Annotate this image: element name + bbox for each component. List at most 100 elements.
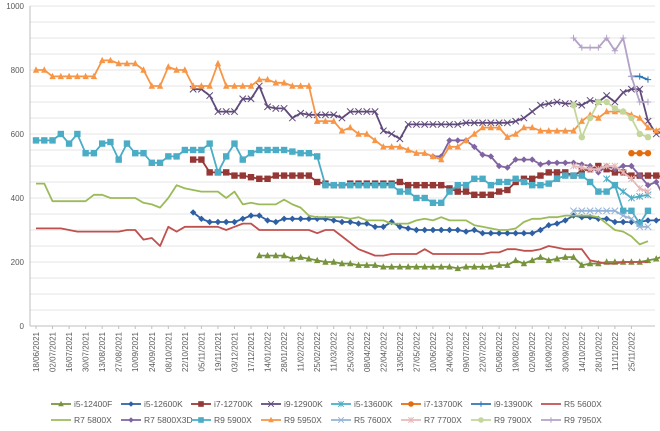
- data-point-r9-7900x: [586, 114, 594, 122]
- data-point-r9-5900x: [140, 150, 147, 157]
- data-point-i5-12400f: [595, 259, 602, 267]
- x-tick-label: 19/11/2021: [214, 331, 223, 371]
- x-tick-label: 14/01/2022: [264, 331, 273, 372]
- data-point-i5-12400f: [446, 263, 453, 270]
- data-point-r9-5900x: [603, 188, 610, 195]
- data-point-i7-12700k: [198, 156, 205, 163]
- data-point-i7-12700k: [413, 182, 420, 189]
- data-point-r9-5900x: [619, 207, 627, 214]
- data-point-i9-12900k: [280, 104, 288, 112]
- x-tick-label: 05/08/2022: [495, 331, 504, 372]
- data-point-i5-12600k: [578, 214, 586, 221]
- data-point-i9-12900k: [487, 119, 495, 127]
- y-axis-ticks: 0 200 400 600 800 1000: [6, 2, 24, 331]
- data-point-r9-5900x: [628, 207, 635, 214]
- data-point-i5-12600k: [380, 223, 387, 230]
- data-point-r9-7900x: [619, 108, 627, 115]
- data-point-i7-12700k: [479, 191, 486, 198]
- series-r9-7900x: [570, 98, 652, 141]
- x-tick-label: 27/08/2021: [115, 331, 124, 372]
- data-point-r5-7600x: [611, 207, 619, 215]
- data-point-i5-12400f: [330, 258, 337, 265]
- series-line-r5-5600x: [36, 222, 648, 265]
- data-point-i9-12900k: [330, 111, 338, 119]
- data-point-i5-12400f: [553, 255, 561, 262]
- data-point-r9-5900x: [355, 182, 362, 189]
- x-tick-label: 25/02/2022: [313, 331, 322, 372]
- data-point-i9-12900k: [611, 98, 619, 106]
- data-point-i5-12600k: [355, 220, 362, 227]
- legend-item-r5-7600x: R5 7600X: [330, 415, 400, 425]
- data-point-i5-12400f: [495, 261, 503, 268]
- series-line-r5-7600x: [573, 209, 648, 228]
- data-point-i7-12700k: [454, 188, 461, 195]
- data-point-r9-5900x: [247, 150, 255, 157]
- data-point-r9-5950x: [313, 117, 321, 124]
- data-point-r9-5950x: [603, 107, 610, 115]
- x-tick-label: 28/01/2022: [280, 331, 289, 372]
- data-point-r9-5900x: [82, 150, 89, 157]
- data-point-i9-12900k: [627, 85, 635, 93]
- data-point-i9-12900k: [445, 120, 454, 128]
- data-point-i9-12900k: [636, 85, 644, 93]
- data-point-i5-12600k: [487, 230, 495, 237]
- data-point-r9-5950x: [330, 117, 337, 124]
- x-tick-label: 13/08/2021: [98, 331, 107, 372]
- data-point-r9-5950x: [462, 136, 470, 144]
- data-point-r9-5900x: [495, 178, 503, 186]
- data-point-i9-12900k: [297, 109, 305, 117]
- x-axis-ticks: 18/06/2021 02/07/2021 16/07/2021 30/07/2021…: [32, 326, 636, 372]
- legend-label: R7 7700X: [424, 415, 462, 425]
- data-point-r9-7900x: [578, 134, 586, 141]
- data-point-r9-7950x: [636, 98, 643, 106]
- data-point-r9-5950x: [520, 123, 528, 131]
- legend-label: R9 5950X: [284, 415, 322, 425]
- data-point-r9-5950x: [421, 149, 428, 156]
- data-point-r9-5950x: [223, 82, 230, 89]
- data-point-i9-12900k: [578, 101, 586, 109]
- data-point-r9-5900x: [272, 146, 280, 154]
- series-r9-5950x: [32, 56, 660, 163]
- data-point-i5-12600k: [347, 218, 354, 226]
- data-point-r9-5900x: [338, 182, 346, 189]
- data-point-r9-5950x: [181, 66, 189, 73]
- data-point-r9-5900x: [305, 150, 313, 157]
- data-point-r9-5900x: [239, 156, 246, 163]
- data-point-r9-5900x: [181, 146, 189, 154]
- data-point-i5-12600k: [628, 218, 635, 226]
- data-point-r9-5900x: [462, 182, 470, 189]
- data-point-i9-12900k: [528, 108, 536, 116]
- data-point-r7-7700x: [578, 164, 586, 172]
- legend-label: R7 5800X3D: [144, 415, 193, 425]
- legend-item-r9-7900x: R9 7900X: [470, 415, 540, 425]
- data-point-r9-5950x: [504, 133, 511, 140]
- x-tick-label: 25/11/2022: [627, 331, 636, 371]
- data-point-i7-12700k: [421, 182, 428, 189]
- data-point-i7-13700k: [644, 150, 652, 157]
- data-point-r9-5950x: [65, 72, 73, 80]
- data-point-r9-5950x: [562, 127, 569, 134]
- legend-swatch-i5-12600k: [121, 401, 141, 407]
- x-tick-label: 16/09/2022: [545, 331, 554, 372]
- data-point-r9-5950x: [264, 75, 271, 83]
- data-point-i5-12600k: [396, 223, 404, 230]
- data-point-i9-12900k: [247, 95, 255, 103]
- data-point-i5-12400f: [371, 261, 379, 268]
- data-point-r5-7600x: [644, 223, 652, 231]
- series-r5-5600x: [36, 222, 648, 265]
- data-point-i5-12600k: [371, 223, 379, 230]
- data-point-r9-5950x: [355, 130, 362, 137]
- data-point-r9-5950x: [495, 123, 503, 131]
- data-point-r9-5900x: [74, 130, 81, 138]
- data-point-i5-12400f: [396, 263, 404, 270]
- data-point-i7-12700k: [553, 169, 561, 176]
- data-point-r7-7700x: [594, 165, 602, 173]
- legend-swatch-r7-5800x: [51, 419, 71, 421]
- data-point-r9-5900x: [520, 178, 528, 186]
- data-point-i9-12900k: [371, 108, 379, 116]
- data-point-r9-5900x: [529, 182, 536, 189]
- data-point-i5-12600k: [653, 217, 660, 224]
- legend-item-i5-12600k: i5-12600K: [120, 399, 190, 409]
- data-point-r9-7950x: [570, 34, 577, 42]
- data-point-r7-5800x3d: [553, 159, 561, 166]
